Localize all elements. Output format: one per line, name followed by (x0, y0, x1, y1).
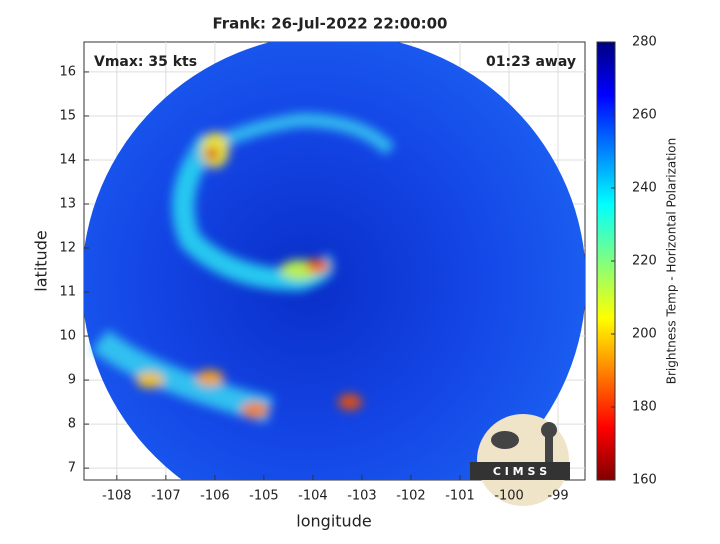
y-tick-label: 16 (59, 64, 76, 79)
x-tick-label: -107 (151, 489, 181, 504)
colorbar-tick-label: 260 (632, 108, 657, 123)
x-tick-label: -101 (445, 489, 475, 504)
x-tick-label: -103 (347, 489, 377, 504)
y-tick-label: 9 (68, 373, 76, 388)
x-tick-label: -104 (298, 489, 328, 504)
x-tick-label: -106 (200, 489, 230, 504)
x-tick-label: -100 (494, 489, 524, 504)
logo: C I M S S (470, 414, 570, 506)
y-tick-label: 12 (59, 241, 76, 256)
x-tick-label: -102 (396, 489, 426, 504)
x-axis-label: longitude (296, 512, 371, 531)
colorbar-tick-label: 240 (632, 181, 657, 196)
annotation: 01:23 away (486, 54, 576, 70)
chart-title: Frank: 26-Jul-2022 22:00:00 (213, 15, 448, 33)
y-tick-label: 8 (68, 417, 76, 432)
x-tick-label: -99 (547, 489, 568, 504)
y-tick-label: 15 (59, 108, 76, 123)
y-axis-label: latitude (32, 230, 51, 291)
colorbar-tick-label: 280 (632, 35, 657, 50)
colorbar-tick-label: 220 (632, 254, 657, 269)
annotation: Vmax: 35 kts (94, 54, 197, 70)
y-tick-label: 14 (59, 152, 76, 167)
x-tick-label: -108 (102, 489, 132, 504)
colorbar-tick-label: 200 (632, 327, 657, 342)
x-tick-label: -105 (249, 489, 279, 504)
swath-image (84, 42, 585, 480)
y-tick-label: 10 (59, 329, 76, 344)
y-tick-label: 13 (59, 196, 76, 211)
logo-text: C I M S S (493, 465, 547, 478)
colorbar-tick-label: 160 (632, 473, 657, 488)
y-tick-label: 7 (68, 461, 76, 476)
colorbar-label: Brightness Temp - Horizontal Polarizatio… (665, 138, 679, 385)
y-tick-label: 11 (59, 285, 76, 300)
colorbar-tick-label: 180 (632, 400, 657, 415)
